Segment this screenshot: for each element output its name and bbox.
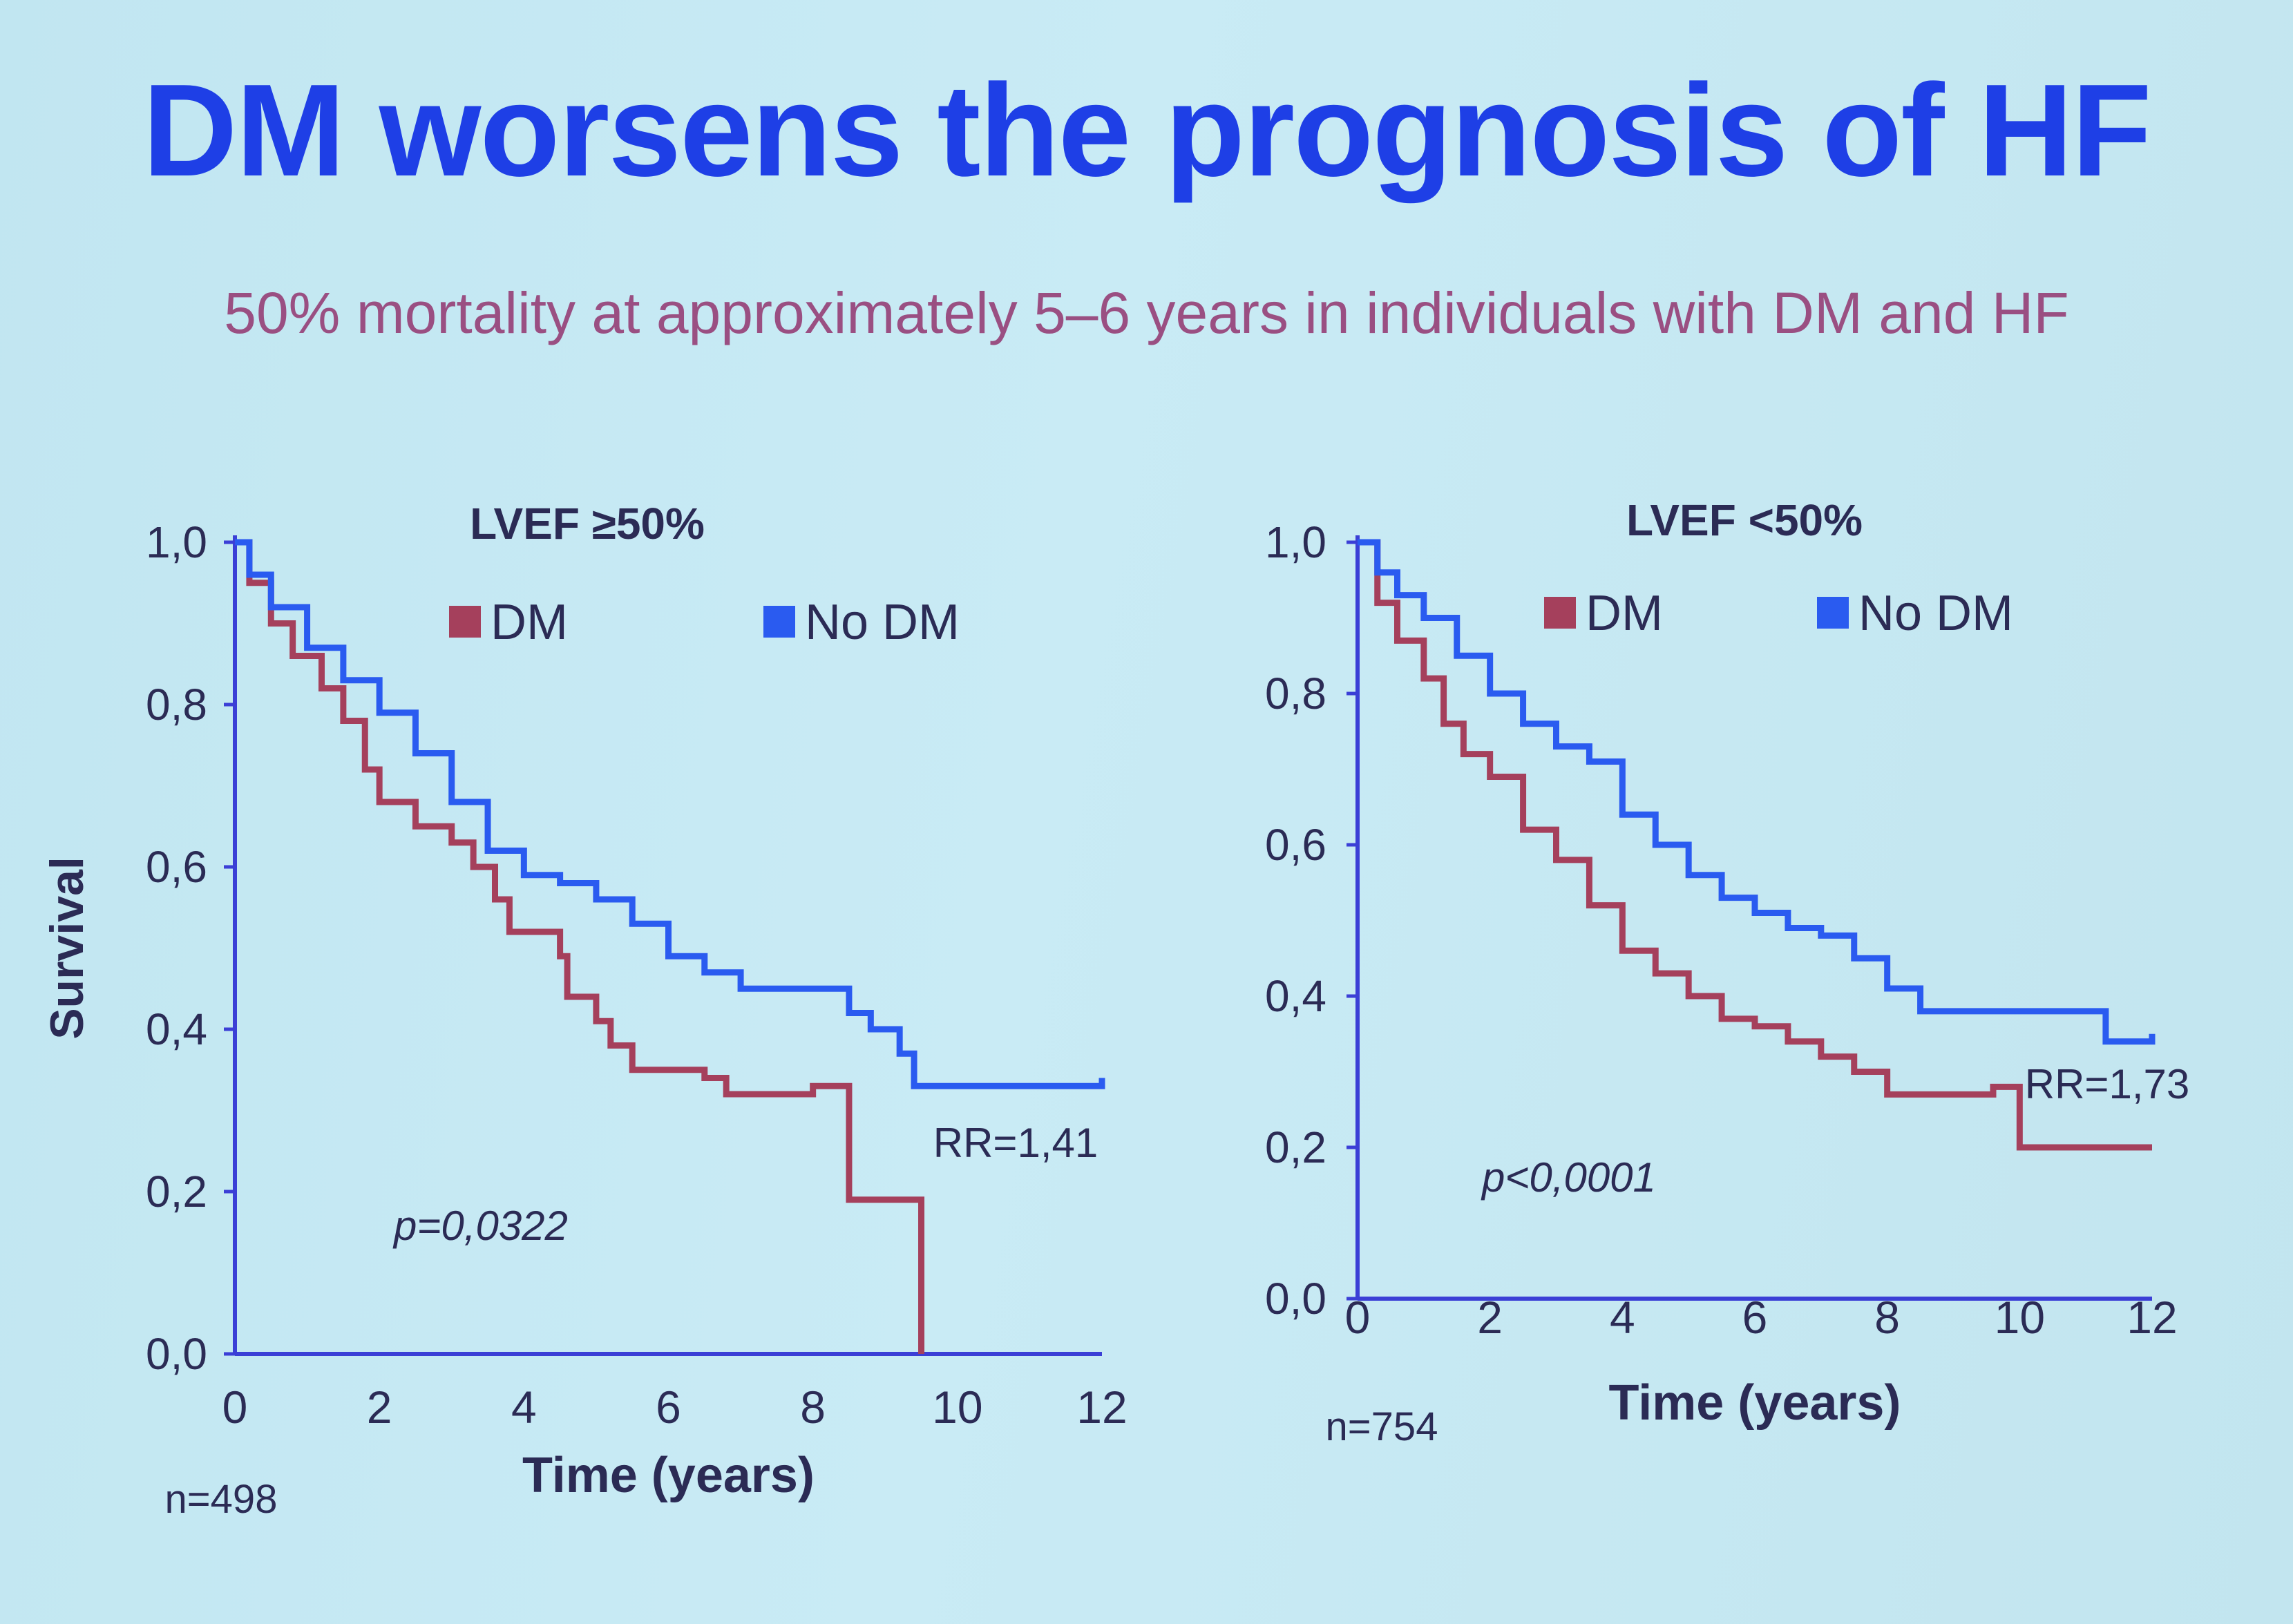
x-axis-title: Time (years) <box>522 1448 815 1503</box>
y-tick-label: 0,6 <box>1265 820 1326 870</box>
x-tick-label: 6 <box>1742 1292 1768 1343</box>
y-tick-label: 0,8 <box>146 680 207 729</box>
x-tick-label: 4 <box>511 1382 537 1433</box>
legend-label-dm: DM <box>1586 586 1663 641</box>
x-tick-label: 12 <box>2127 1292 2177 1343</box>
x-tick-label: 2 <box>367 1382 392 1433</box>
x-tick-label: 0 <box>1345 1292 1371 1343</box>
x-tick-label: 8 <box>1874 1292 1900 1343</box>
series-line-dm <box>235 539 925 1354</box>
legend-label-no-dm: No DM <box>1858 586 2013 641</box>
sample-size-annotation: n=754 <box>1326 1404 1438 1449</box>
rr-annotation: RR=1,41 <box>933 1120 1098 1166</box>
legend-label-no-dm: No DM <box>805 595 960 650</box>
chart-lvef-lt-50: 0,0 0,2 0,4 0,6 0,8 1,0 0 2 4 6 8 10 12 Time (years) L… <box>1265 495 2189 1449</box>
chart-lvef-ge-50: 0,0 0,2 0,4 0,6 0,8 1,0 0 2 4 6 8 10 12 Time (years) S… <box>41 499 1128 1522</box>
y-tick-label: 1,0 <box>146 517 207 567</box>
x-tick-label: 8 <box>800 1382 826 1433</box>
y-tick-label: 0,6 <box>146 842 207 892</box>
chart-title: LVEF <50% <box>1626 495 1863 545</box>
y-tick-label: 0,2 <box>146 1167 207 1216</box>
p-value-annotation: p<0,0001 <box>1481 1154 1656 1201</box>
chart-title: LVEF ≥50% <box>470 499 705 548</box>
slide-title: DM worsens the prognosis of HF <box>142 57 2151 204</box>
rr-annotation: RR=1,73 <box>2025 1061 2189 1107</box>
x-tick-label: 2 <box>1477 1292 1503 1343</box>
series-line-dm <box>1358 539 2152 1151</box>
y-tick-label: 0,0 <box>1265 1274 1326 1324</box>
x-tick-label: 0 <box>222 1382 248 1433</box>
y-tick-label: 1,0 <box>1265 517 1326 567</box>
x-axis-title: Time (years) <box>1609 1375 1901 1431</box>
y-tick-label: 0,0 <box>146 1329 207 1379</box>
x-tick-label: 10 <box>932 1382 982 1433</box>
legend-swatch-no-dm <box>1817 597 1849 629</box>
y-axis-title: Survival <box>41 857 93 1040</box>
y-tick-label: 0,4 <box>1265 971 1326 1021</box>
slide-subtitle: 50% mortality at approximately 5–6 years… <box>224 280 2069 345</box>
x-tick-label: 6 <box>656 1382 681 1433</box>
x-tick-label: 10 <box>1995 1292 2045 1343</box>
y-tick-label: 0,8 <box>1265 669 1326 718</box>
x-tick-label: 4 <box>1610 1292 1635 1343</box>
y-tick-label: 0,4 <box>146 1004 207 1054</box>
series-line-no-dm <box>235 539 1105 1089</box>
legend-swatch-no-dm <box>763 606 795 638</box>
legend-swatch-dm <box>1544 597 1576 629</box>
sample-size-annotation: n=498 <box>165 1477 278 1522</box>
series-line-no-dm <box>1358 539 2156 1045</box>
legend-label-dm: DM <box>491 595 568 650</box>
y-tick-label: 0,2 <box>1265 1123 1326 1172</box>
x-tick-label: 12 <box>1076 1382 1127 1433</box>
p-value-annotation: p=0,0322 <box>392 1203 568 1249</box>
legend-swatch-dm <box>449 606 481 638</box>
